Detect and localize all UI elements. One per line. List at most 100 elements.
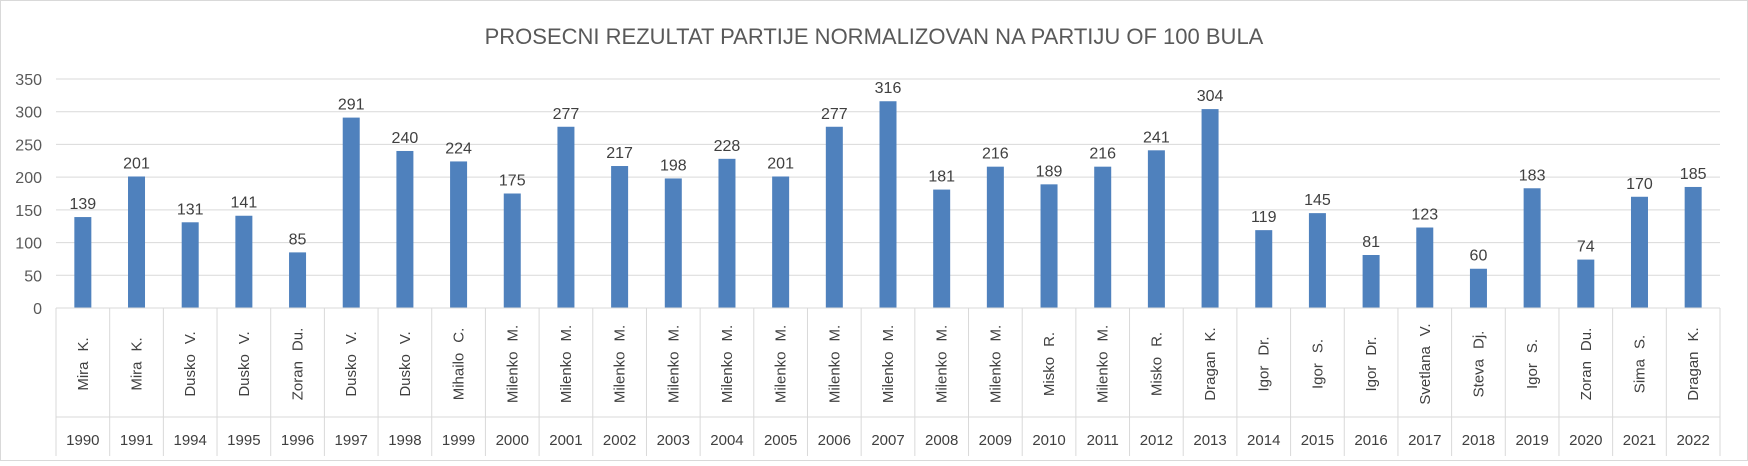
x-category-second-name: S. (1631, 335, 1648, 349)
bar (557, 126, 575, 309)
x-category-first-name: Dragan (1202, 351, 1219, 400)
bar (396, 150, 414, 308)
x-category-name-label: Mihailo C. (451, 328, 468, 401)
x-category-first-name: Steva (1470, 358, 1487, 397)
x-category-first-name: Zoran (290, 361, 307, 400)
bar (1684, 186, 1702, 308)
x-category-name-label: Milenko M. (719, 325, 736, 403)
x-category-second-name: Dj. (1470, 331, 1487, 349)
x-category-first-name: Igor (1256, 366, 1273, 392)
x-category-name-label: Milenko M. (612, 325, 629, 403)
x-category-year-label: 2009 (979, 432, 1012, 449)
x-category-year-label: 2010 (1032, 432, 1065, 449)
x-category-name-label: Igor Dr. (1256, 336, 1273, 391)
x-category-first-name: Misko (1041, 357, 1058, 396)
x-category-first-name: Mihailo (451, 353, 468, 401)
x-category-second-name: M. (558, 325, 575, 342)
bar (235, 215, 253, 308)
x-axis: Mira K. 1990 Mira K. 1991 Dusko V. 1994 Dusko V. 19… (55, 307, 1721, 456)
chart-title: PROSECNI REZULTAT PARTIJE NORMALIZOVAN N… (485, 24, 1264, 49)
x-category-second-name: Dr. (1363, 336, 1380, 355)
x-category-first-name: Milenko (665, 351, 682, 403)
x-category-second-name: M. (612, 325, 629, 342)
x-category-name-label: Mira K. (75, 337, 92, 390)
x-category-name-label: Zoran Du. (290, 328, 307, 401)
x-category-first-name: Dusko (397, 354, 414, 397)
x-category-second-name: M. (987, 325, 1004, 342)
x-category-first-name: Milenko (880, 351, 897, 403)
x-category-first-name: Dragan (1685, 351, 1702, 400)
x-category-name-label: Dusko V. (236, 331, 253, 396)
x-category-year-label: 2016 (1354, 432, 1387, 449)
data-label: 291 (338, 97, 365, 114)
data-label: 217 (606, 145, 633, 162)
data-label: 216 (1089, 146, 1116, 163)
data-label: 85 (289, 231, 307, 248)
x-category-year-label: 1999 (442, 432, 475, 449)
x-category-name-label: Milenko M. (934, 325, 951, 403)
x-category-name-label: Dragan K. (1685, 327, 1702, 400)
x-category-year-label: 2019 (1515, 432, 1548, 449)
data-label: 175 (499, 173, 526, 190)
bar (74, 217, 92, 308)
x-category-second-name: K. (129, 337, 146, 351)
bar (933, 189, 951, 308)
bars (74, 101, 1702, 309)
x-category-name-label: Milenko M. (987, 325, 1004, 403)
x-category-second-name: K. (1202, 327, 1219, 341)
x-category-name-label: Steva Dj. (1470, 331, 1487, 398)
y-tick-label: 50 (24, 268, 42, 285)
x-category-year-label: 2013 (1193, 432, 1226, 449)
x-category-year-label: 2011 (1087, 432, 1119, 449)
bar (1147, 150, 1165, 308)
x-category-second-name: M. (773, 325, 790, 342)
x-category-second-name: V. (397, 331, 414, 344)
x-category-name-label: Milenko M. (773, 325, 790, 403)
y-axis-tick-labels: 0 50 100 150 200 250 300 350 (15, 72, 42, 318)
x-category-second-name: M. (1095, 325, 1112, 342)
x-category-second-name: M. (504, 325, 521, 342)
data-label: 141 (231, 195, 258, 212)
x-category-year-label: 2015 (1301, 432, 1334, 449)
x-category-first-name: Milenko (719, 351, 736, 403)
x-category-name-label: Misko R. (1148, 332, 1165, 396)
x-category-year-label: 2002 (603, 432, 636, 449)
x-category-name-label: Milenko M. (558, 325, 575, 403)
x-category-year-label: 1995 (227, 432, 260, 449)
x-category-year-label: 2003 (657, 432, 690, 449)
x-category-first-name: Misko (1148, 357, 1165, 396)
x-category-year-label: 2001 (549, 432, 582, 449)
data-label: 189 (1036, 163, 1063, 180)
data-labels: 139 201 131 141 85 291 240 224 175 277 217 198 228 20… (69, 80, 1706, 264)
x-category-first-name: Milenko (504, 351, 521, 403)
x-category-first-name: Svetlana (1417, 346, 1434, 405)
x-category-year-label: 2020 (1569, 432, 1602, 449)
x-category-year-label: 2022 (1676, 432, 1709, 449)
x-category-year-label: 2014 (1247, 432, 1280, 449)
data-label: 170 (1626, 176, 1653, 193)
x-category-second-name: S. (1309, 339, 1326, 353)
data-label: 60 (1470, 248, 1488, 265)
x-category-name-label: Sima S. (1631, 335, 1648, 393)
data-label: 240 (392, 130, 419, 147)
x-category-name-label: Mira K. (129, 337, 146, 390)
bar (664, 178, 682, 308)
bar (289, 252, 307, 308)
data-label: 216 (982, 146, 1009, 163)
data-label: 224 (445, 140, 472, 157)
bar (718, 158, 736, 308)
x-category-second-name: V. (1417, 323, 1434, 336)
x-category-name-label: Milenko M. (1095, 325, 1112, 403)
x-category-first-name: Igor (1363, 366, 1380, 392)
x-category-second-name: C. (451, 328, 468, 343)
x-category-year-label: 2018 (1462, 432, 1495, 449)
x-category-name-label: Igor S. (1524, 339, 1541, 389)
data-label: 304 (1197, 88, 1224, 105)
data-label: 185 (1680, 166, 1707, 183)
data-label: 181 (928, 169, 955, 186)
x-category-name-label: Igor S. (1309, 339, 1326, 389)
data-label: 201 (767, 155, 794, 172)
x-category-second-name: V. (343, 331, 360, 344)
